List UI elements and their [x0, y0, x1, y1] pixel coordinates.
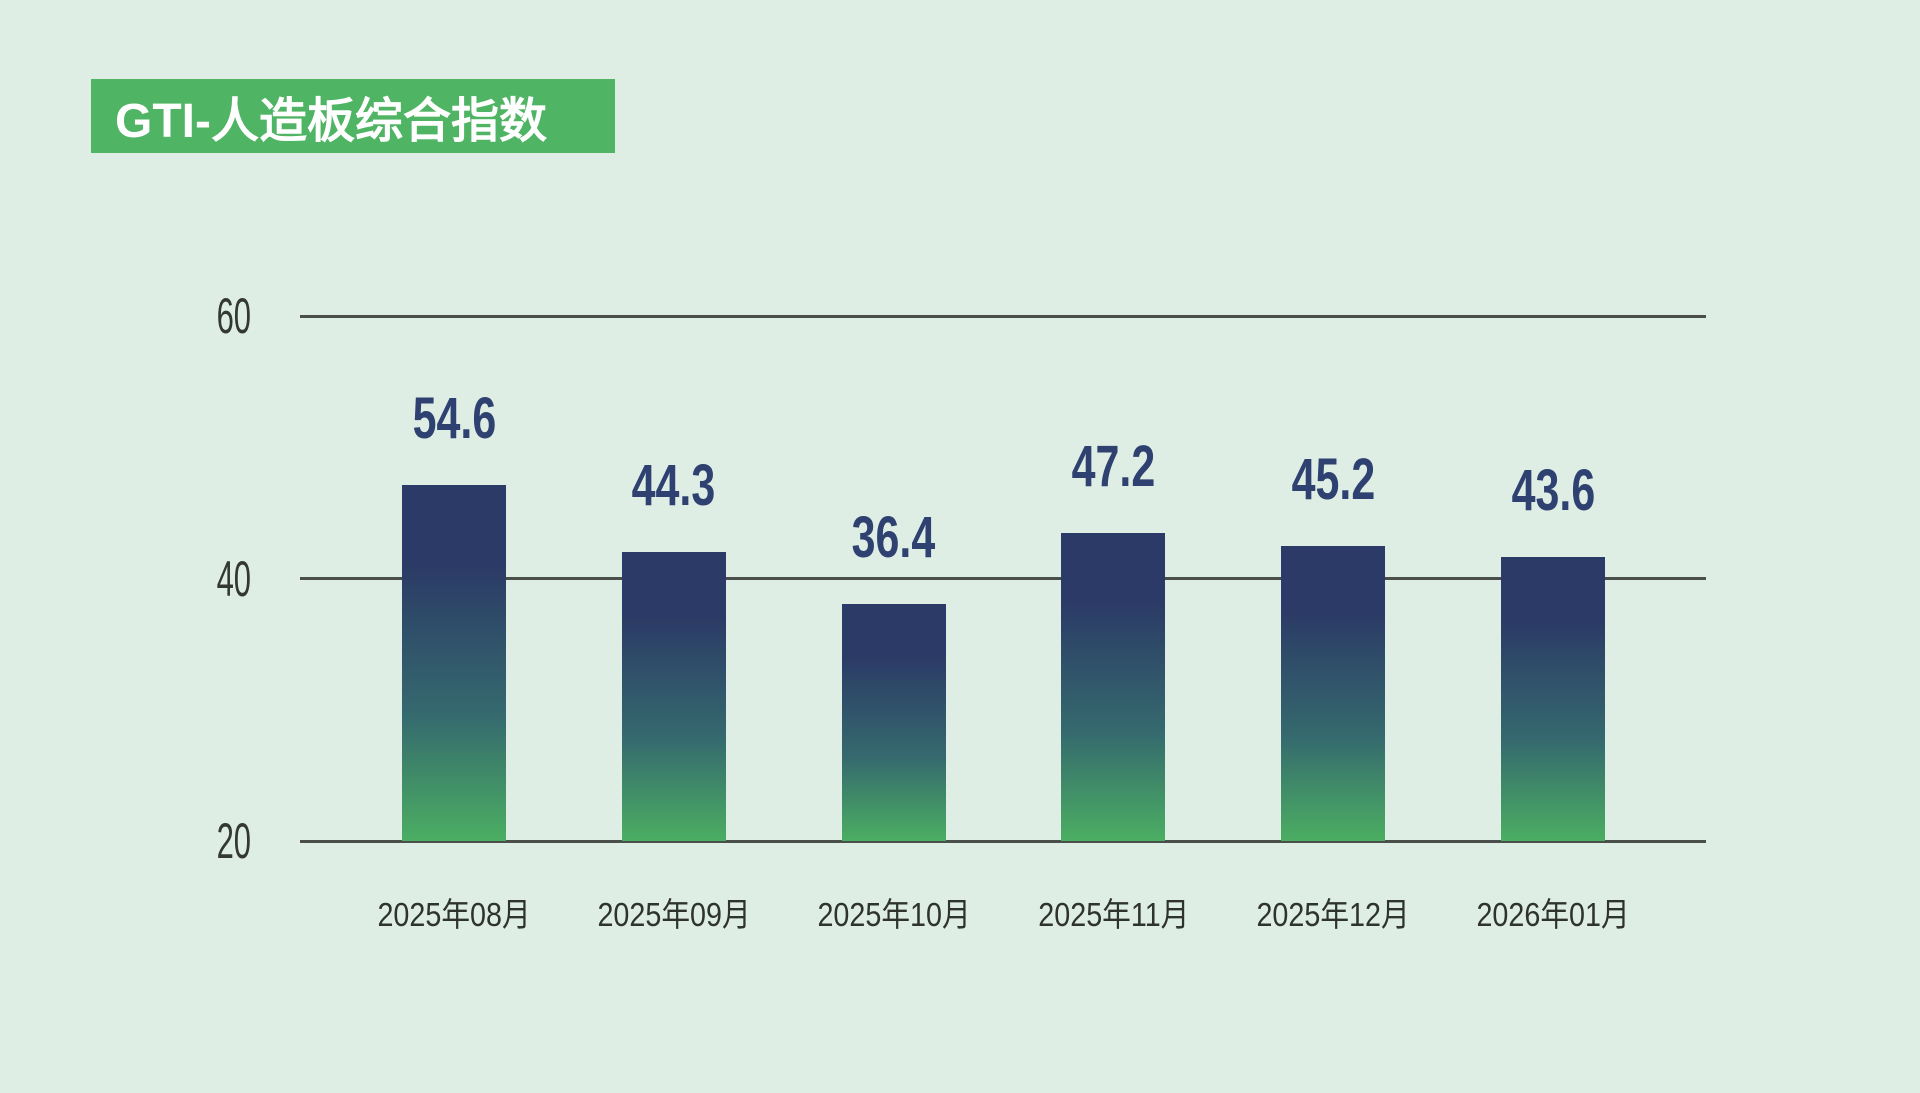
x-axis-label: 2025年08月 [304, 888, 604, 936]
x-axis-label-text: 2025年10月 [816, 896, 971, 933]
x-axis-label: 2025年09月 [524, 888, 824, 936]
x-axis-label: 2025年11月 [963, 888, 1263, 936]
x-axis-label-text: 2025年12月 [1256, 896, 1410, 933]
x-axis-label: 2026年01月 [1403, 888, 1703, 936]
y-axis-tick-text: 40 [216, 550, 252, 607]
bar-2025年09月 [621, 552, 726, 841]
bar-value-label: 45.2 [1223, 442, 1443, 513]
x-axis-label: 2025年10月 [744, 888, 1044, 936]
bar-value-label: 44.3 [564, 448, 784, 519]
x-axis-label-text: 2026年01月 [1476, 896, 1630, 933]
bar-2026年01月 [1501, 556, 1605, 841]
gridline-60 [300, 314, 1706, 318]
bar-value-text: 54.6 [412, 385, 496, 451]
bar-value-text: 44.3 [632, 453, 716, 519]
bar-value-label: 36.4 [784, 500, 1004, 570]
chart-title: GTI-人造板综合指数 [115, 95, 547, 148]
y-axis-tick-text: 60 [216, 288, 252, 344]
bar-value-label: 47.2 [1003, 429, 1223, 500]
y-axis-tick-label: 40 [164, 554, 304, 604]
x-axis-label-text: 2025年11月 [1037, 896, 1189, 933]
x-axis-label: 2025年12月 [1183, 888, 1483, 936]
y-axis-tick-label: 20 [164, 816, 304, 866]
bar-2025年11月 [1061, 533, 1166, 841]
bar-2025年10月 [841, 603, 946, 841]
x-axis-label-text: 2025年08月 [377, 896, 531, 933]
bar-2025年08月 [402, 485, 506, 841]
bar-value-text: 43.6 [1511, 457, 1595, 523]
gridline-40 [300, 577, 1706, 580]
bar-value-label: 54.6 [344, 381, 564, 451]
y-axis-tick-text: 20 [216, 813, 252, 869]
chart-title-badge: GTI-人造板综合指数 [91, 79, 615, 153]
y-axis-tick-label: 60 [164, 291, 304, 341]
gridline-20 [300, 839, 1706, 843]
x-axis-label-text: 2025年09月 [597, 896, 751, 933]
bar-value-text: 36.4 [851, 504, 936, 570]
bar-2025年12月 [1281, 546, 1386, 841]
bar-value-text: 45.2 [1291, 447, 1375, 513]
bar-value-label: 43.6 [1443, 453, 1663, 523]
bar-value-text: 47.2 [1071, 434, 1156, 500]
